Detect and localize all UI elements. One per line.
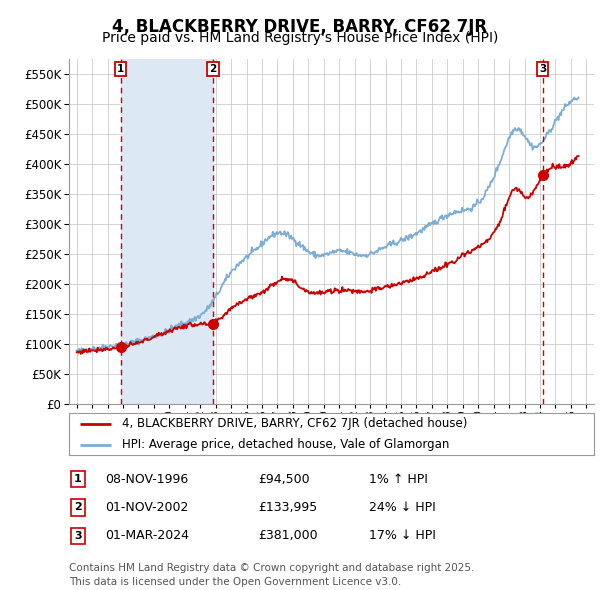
- Text: Price paid vs. HM Land Registry's House Price Index (HPI): Price paid vs. HM Land Registry's House …: [102, 31, 498, 45]
- Text: 01-NOV-2002: 01-NOV-2002: [105, 501, 188, 514]
- Bar: [121, 59, 213, 404]
- Text: 24% ↓ HPI: 24% ↓ HPI: [369, 501, 436, 514]
- Text: 1: 1: [117, 64, 124, 74]
- Text: £133,995: £133,995: [258, 501, 317, 514]
- Text: Contains HM Land Registry data © Crown copyright and database right 2025.
This d: Contains HM Land Registry data © Crown c…: [69, 563, 475, 587]
- Text: 3: 3: [539, 64, 546, 74]
- Text: 4, BLACKBERRY DRIVE, BARRY, CF62 7JR: 4, BLACKBERRY DRIVE, BARRY, CF62 7JR: [112, 18, 488, 36]
- Text: 2: 2: [209, 64, 217, 74]
- Text: 4, BLACKBERRY DRIVE, BARRY, CF62 7JR (detached house): 4, BLACKBERRY DRIVE, BARRY, CF62 7JR (de…: [121, 417, 467, 430]
- Text: 17% ↓ HPI: 17% ↓ HPI: [369, 529, 436, 542]
- Text: 2: 2: [74, 503, 82, 512]
- Text: £94,500: £94,500: [258, 473, 310, 486]
- Text: £381,000: £381,000: [258, 529, 317, 542]
- Text: 3: 3: [74, 531, 82, 540]
- Text: 1% ↑ HPI: 1% ↑ HPI: [369, 473, 428, 486]
- Text: 1: 1: [74, 474, 82, 484]
- Text: HPI: Average price, detached house, Vale of Glamorgan: HPI: Average price, detached house, Vale…: [121, 438, 449, 451]
- Text: 01-MAR-2024: 01-MAR-2024: [105, 529, 189, 542]
- Text: 08-NOV-1996: 08-NOV-1996: [105, 473, 188, 486]
